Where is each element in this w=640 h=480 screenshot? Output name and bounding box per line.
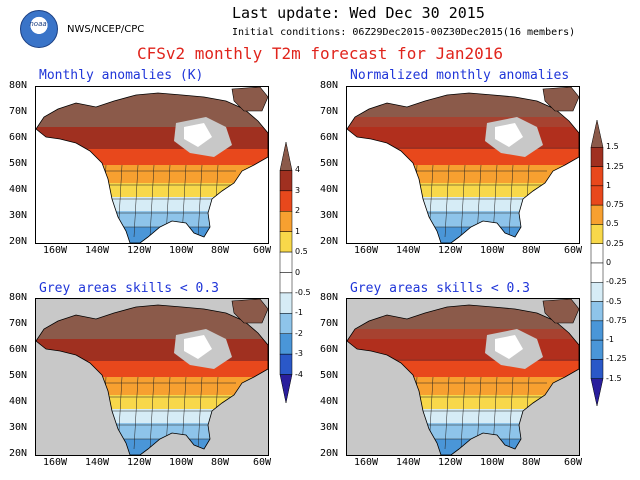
colorbar-label: 3	[295, 185, 301, 195]
agency-label: NWS/NCEP/CPC	[67, 24, 145, 35]
lat-label: 40N	[9, 184, 28, 195]
map-panel-1	[35, 86, 269, 244]
colorbar-label: -2	[295, 328, 303, 338]
colorbar-label: -0.5	[606, 296, 622, 306]
colorbar-label: -1.5	[606, 373, 622, 383]
lat-label: 80N	[320, 292, 339, 303]
lon-label: 100W	[169, 245, 194, 256]
initial-conditions: Initial conditions: 06Z29Dec2015-00Z30De…	[232, 27, 576, 38]
lon-label: 100W	[169, 457, 194, 468]
lon-label: 140W	[85, 457, 110, 468]
lon-label: 60W	[564, 457, 583, 468]
lat-label: 40N	[9, 396, 28, 407]
lat-label: 30N	[320, 210, 339, 221]
lat-label: 50N	[9, 370, 28, 381]
lon-label: 60W	[253, 245, 272, 256]
lon-label: 80W	[522, 245, 541, 256]
colorbar-1	[279, 142, 293, 403]
lat-label: 20N	[320, 448, 339, 459]
lat-label: 50N	[9, 158, 28, 169]
lon-label: 120W	[438, 457, 463, 468]
colorbar-label: 1	[606, 180, 612, 190]
lat-label: 70N	[9, 318, 28, 329]
lon-label: 80W	[522, 457, 541, 468]
colorbar-label: 1	[295, 226, 301, 236]
lat-label: 40N	[320, 184, 339, 195]
panel-title-3: Grey areas skills < 0.3	[39, 281, 220, 296]
map-panel-2	[346, 86, 580, 244]
colorbar-label: 1.5	[606, 142, 619, 152]
lon-label: 120W	[438, 245, 463, 256]
main-title: CFSv2 monthly T2m forecast for Jan2016	[136, 44, 504, 63]
lon-label: 160W	[43, 245, 68, 256]
lon-label: 160W	[354, 457, 379, 468]
colorbar-label: 2	[295, 206, 301, 216]
colorbar-label: 0	[606, 258, 612, 267]
lon-label: 120W	[127, 245, 152, 256]
lat-label: 50N	[320, 370, 339, 381]
lon-label: 60W	[253, 457, 272, 468]
colorbar-label: 0.5	[606, 219, 619, 229]
lat-label: 80N	[320, 80, 339, 91]
lon-label: 80W	[211, 457, 230, 468]
lat-label: 80N	[9, 292, 28, 303]
lat-label: 60N	[320, 132, 339, 143]
lat-label: 80N	[9, 80, 28, 91]
lat-label: 70N	[9, 106, 28, 117]
lat-label: 60N	[9, 132, 28, 143]
colorbar-label: -1	[606, 335, 614, 345]
colorbar-label: -0.25	[606, 277, 627, 287]
panel-title-2: Normalized monthly anomalies	[350, 68, 570, 83]
map-panel-3	[35, 298, 269, 456]
lat-label: 60N	[9, 344, 28, 355]
lon-label: 60W	[564, 245, 583, 256]
lat-label: 30N	[320, 422, 339, 433]
lat-label: 30N	[9, 210, 28, 221]
lon-label: 140W	[396, 245, 421, 256]
map-panel-4	[346, 298, 580, 456]
colorbar-label: -0.5	[295, 287, 311, 297]
lon-label: 160W	[354, 245, 379, 256]
lat-label: 40N	[320, 396, 339, 407]
colorbar-label: 0.5	[295, 247, 308, 257]
colorbar-label: 4	[295, 165, 301, 175]
noaa-logo-text: noaa	[29, 20, 47, 28]
lat-label: 20N	[9, 448, 28, 459]
colorbar-label: -4	[295, 369, 303, 379]
colorbar-label: 0.75	[606, 200, 624, 210]
colorbar-label: 0	[295, 267, 301, 277]
panel-title-4: Grey areas skills < 0.3	[350, 281, 531, 296]
lat-label: 20N	[320, 236, 339, 247]
lat-label: 50N	[320, 158, 339, 169]
lon-label: 140W	[85, 245, 110, 256]
lon-label: 140W	[396, 457, 421, 468]
colorbar-label: -1	[295, 308, 303, 318]
colorbar-label: -0.75	[606, 315, 627, 325]
panel-title-1: Monthly anomalies (K)	[39, 68, 204, 83]
lat-label: 30N	[9, 422, 28, 433]
colorbar-label: 1.25	[606, 161, 624, 171]
colorbar-2	[590, 120, 604, 406]
lon-label: 100W	[480, 245, 505, 256]
colorbar-label: 0.25	[606, 238, 624, 248]
lat-label: 70N	[320, 318, 339, 329]
last-update: Last update: Wed Dec 30 2015	[232, 4, 485, 22]
colorbar-label: -1.25	[606, 354, 627, 364]
lat-label: 20N	[9, 236, 28, 247]
colorbar-label: -3	[295, 349, 303, 359]
lon-label: 120W	[127, 457, 152, 468]
lon-label: 160W	[43, 457, 68, 468]
lon-label: 80W	[211, 245, 230, 256]
lon-label: 100W	[480, 457, 505, 468]
lat-label: 60N	[320, 344, 339, 355]
lat-label: 70N	[320, 106, 339, 117]
noaa-logo	[20, 10, 58, 48]
